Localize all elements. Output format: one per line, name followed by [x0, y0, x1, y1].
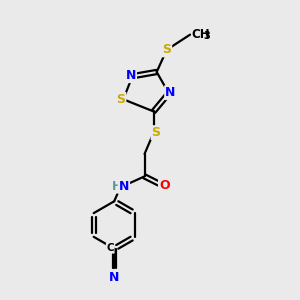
- Text: 3: 3: [203, 32, 210, 41]
- Text: S: S: [162, 43, 171, 56]
- Text: N: N: [109, 271, 119, 284]
- Text: N: N: [165, 86, 176, 99]
- Text: N: N: [119, 180, 129, 193]
- Text: S: S: [116, 93, 125, 106]
- Text: N: N: [126, 69, 136, 82]
- Text: O: O: [159, 179, 169, 192]
- Text: CH: CH: [192, 28, 210, 40]
- Text: C: C: [106, 243, 114, 253]
- Text: S: S: [152, 126, 160, 139]
- Text: H: H: [112, 180, 122, 193]
